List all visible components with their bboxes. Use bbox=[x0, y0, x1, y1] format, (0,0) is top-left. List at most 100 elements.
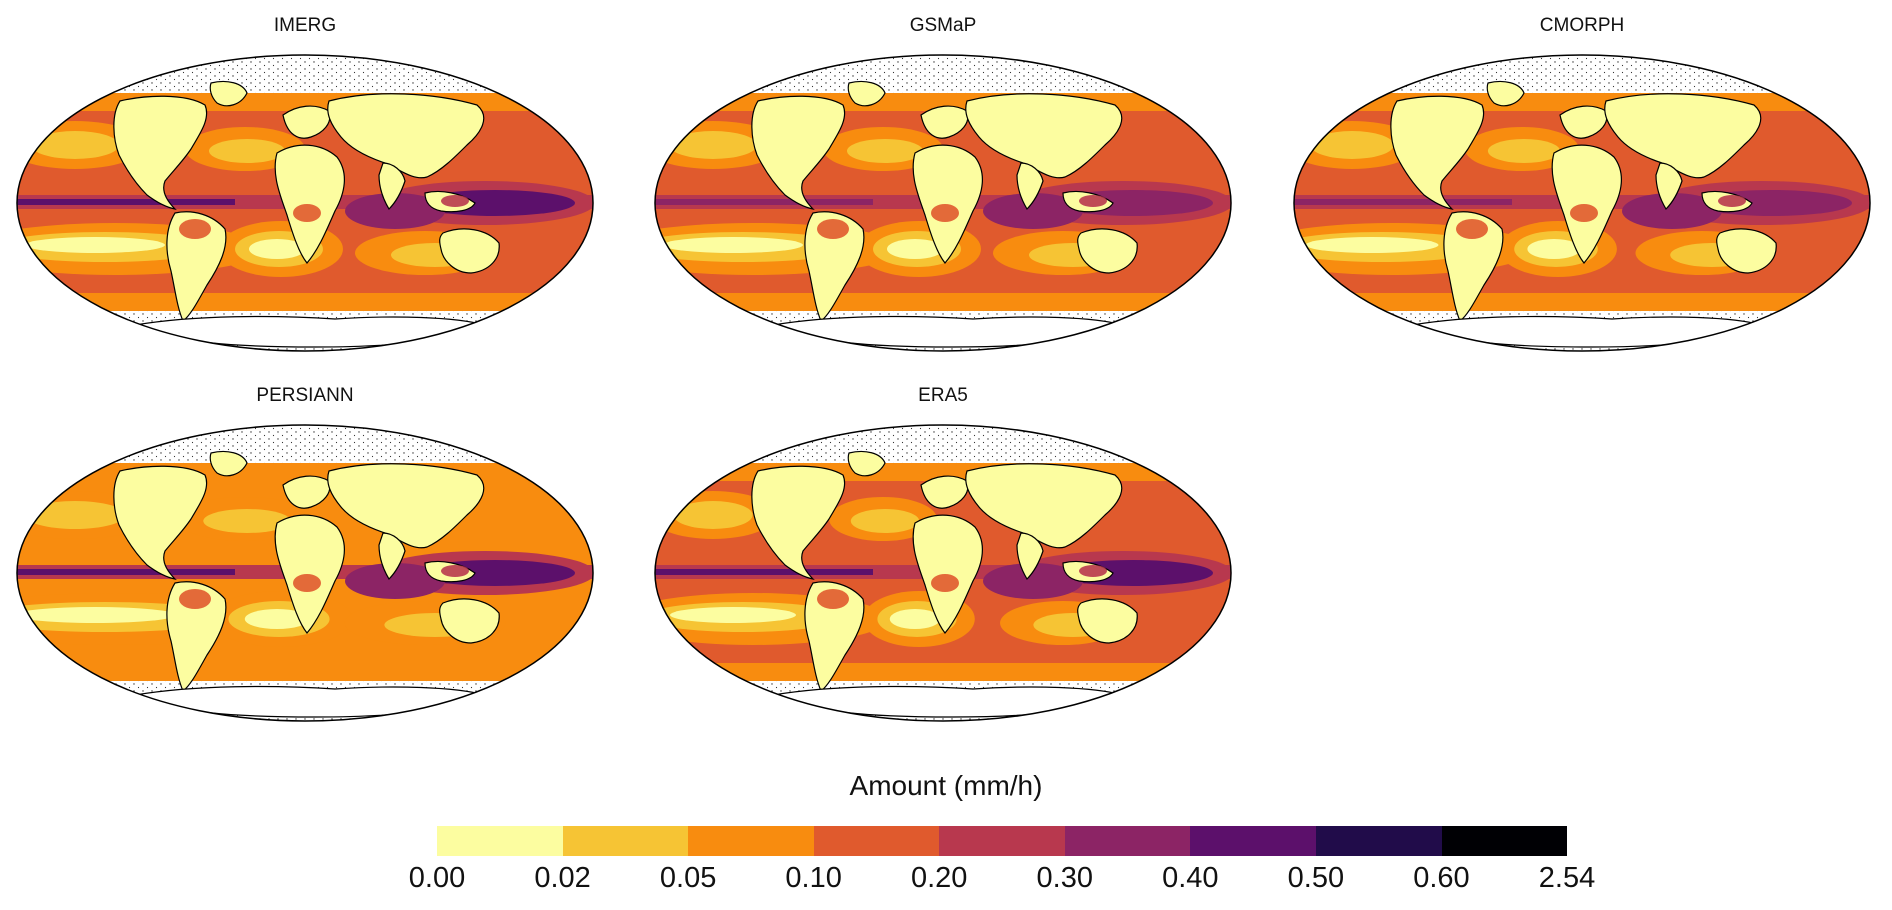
map-border bbox=[16, 424, 594, 722]
dry-zone bbox=[24, 501, 126, 529]
panel-title-era5: ERA5 bbox=[918, 385, 968, 406]
colorbar-legend: Amount (mm/h) 0.00 0.02 0.05 0.10 0.20 0.30 0.… bbox=[0, 770, 1892, 910]
continent-outline bbox=[1716, 228, 1777, 274]
map-border bbox=[654, 54, 1232, 352]
colorbar-swatch bbox=[437, 826, 563, 856]
map-border bbox=[16, 54, 594, 352]
itcz-core bbox=[1294, 199, 1512, 205]
continent-outline bbox=[751, 465, 846, 580]
continent-outline bbox=[1016, 162, 1044, 210]
colorbar-swatch bbox=[1064, 826, 1191, 856]
continent-outline bbox=[912, 144, 983, 264]
continent-outline bbox=[282, 105, 331, 139]
map-panel-persiann: PERSIANN bbox=[15, 385, 595, 725]
colorbar-swatch bbox=[813, 826, 940, 856]
map-panel-imerg: IMERG bbox=[15, 15, 595, 355]
band-south-edge bbox=[17, 293, 593, 311]
continent-outline bbox=[751, 95, 846, 210]
precip-map-cmorph bbox=[1293, 54, 1871, 352]
map-field bbox=[1294, 55, 1870, 351]
continent-outline bbox=[209, 80, 248, 107]
indian-ocean-rain bbox=[345, 193, 445, 229]
continent-outline bbox=[804, 581, 865, 692]
colorbar-ticks: 0.00 0.02 0.05 0.10 0.20 0.30 0.40 0.50 0.60 2.54 bbox=[409, 862, 1595, 898]
dry-zone bbox=[244, 609, 310, 629]
indian-ocean-rain bbox=[983, 193, 1083, 229]
congo-rain bbox=[931, 574, 959, 592]
panel-title-persiann: PERSIANN bbox=[256, 385, 354, 406]
precip-map-persiann bbox=[16, 424, 594, 722]
continent-outline bbox=[1077, 598, 1138, 644]
continent-outline bbox=[378, 162, 406, 210]
continent-outline bbox=[847, 80, 886, 107]
map-border bbox=[1293, 54, 1871, 352]
maritime-rain bbox=[441, 565, 469, 577]
map-field bbox=[655, 425, 1231, 721]
continent-outline bbox=[1486, 80, 1525, 107]
colorbar-tick-label: 2.54 bbox=[1538, 862, 1596, 894]
colorbar-swatch bbox=[1441, 826, 1568, 856]
continent-outline bbox=[965, 93, 1123, 179]
colorbar-swatches bbox=[437, 826, 1568, 856]
continent-outline bbox=[1390, 95, 1485, 210]
continent-outline bbox=[847, 450, 886, 477]
continent-outline bbox=[1559, 105, 1608, 139]
map-field bbox=[17, 425, 593, 721]
antarctica-outline bbox=[770, 315, 1125, 348]
indian-ocean-rain bbox=[983, 563, 1083, 599]
panel-title-cmorph: CMORPH bbox=[1539, 15, 1625, 36]
colorbar-tick-label: 0.00 bbox=[408, 862, 466, 894]
band-south-edge bbox=[1294, 293, 1870, 311]
precip-map-era5 bbox=[654, 424, 1232, 722]
map-border bbox=[654, 424, 1232, 722]
precip-map-gsmap bbox=[654, 54, 1232, 352]
map-field bbox=[655, 55, 1231, 351]
dry-zone bbox=[1310, 131, 1394, 159]
band-south-edge bbox=[655, 293, 1231, 311]
dry-zone bbox=[673, 501, 753, 529]
antarctica-outline bbox=[1409, 315, 1764, 348]
colorbar-tick-label: 0.30 bbox=[1036, 862, 1093, 894]
continent-outline bbox=[166, 581, 227, 692]
continent-outline bbox=[1655, 162, 1683, 210]
colorbar-tick-label: 0.20 bbox=[910, 862, 968, 894]
band-south-edge bbox=[17, 663, 593, 681]
continent-outline bbox=[327, 463, 485, 549]
continent-outline bbox=[439, 598, 500, 644]
colorbar-tick-label: 0.02 bbox=[534, 862, 591, 894]
continent-outline bbox=[113, 95, 208, 210]
amazon-rain bbox=[817, 589, 849, 609]
colorbar-swatch bbox=[688, 826, 814, 856]
colorbar-swatch bbox=[562, 826, 689, 856]
dry-zone bbox=[31, 131, 119, 159]
maritime-rain bbox=[1718, 195, 1746, 207]
continent-outline bbox=[920, 105, 969, 139]
continent-outline bbox=[1016, 532, 1044, 580]
congo-rain bbox=[931, 204, 959, 222]
panel-title-gsmap: GSMaP bbox=[909, 15, 977, 36]
continent-outline bbox=[965, 463, 1123, 549]
continent-outline bbox=[1077, 228, 1138, 274]
continent-outline bbox=[282, 475, 331, 509]
continent-outline bbox=[439, 228, 500, 274]
continent-outline bbox=[166, 211, 227, 322]
antarctica-outline bbox=[770, 685, 1125, 718]
map-panel-era5: ERA5 bbox=[653, 385, 1233, 725]
dry-zone bbox=[209, 139, 285, 163]
continent-outline bbox=[804, 211, 865, 322]
continent-outline bbox=[274, 514, 345, 634]
dry-zone bbox=[850, 509, 920, 533]
indian-ocean-rain bbox=[345, 563, 445, 599]
amazon-rain bbox=[179, 589, 211, 609]
dry-zone bbox=[25, 237, 165, 253]
colorbar-tick-label: 0.10 bbox=[785, 862, 842, 894]
colorbar-title: Amount (mm/h) bbox=[849, 770, 1043, 801]
indian-ocean-rain bbox=[1622, 193, 1722, 229]
itcz-core bbox=[655, 569, 873, 575]
continent-outline bbox=[1604, 93, 1762, 179]
maritime-rain bbox=[1079, 195, 1107, 207]
antarctica-outline bbox=[132, 685, 487, 718]
dry-zone bbox=[887, 239, 943, 259]
colorbar-swatch bbox=[1315, 826, 1442, 856]
dry-zone bbox=[669, 131, 757, 159]
